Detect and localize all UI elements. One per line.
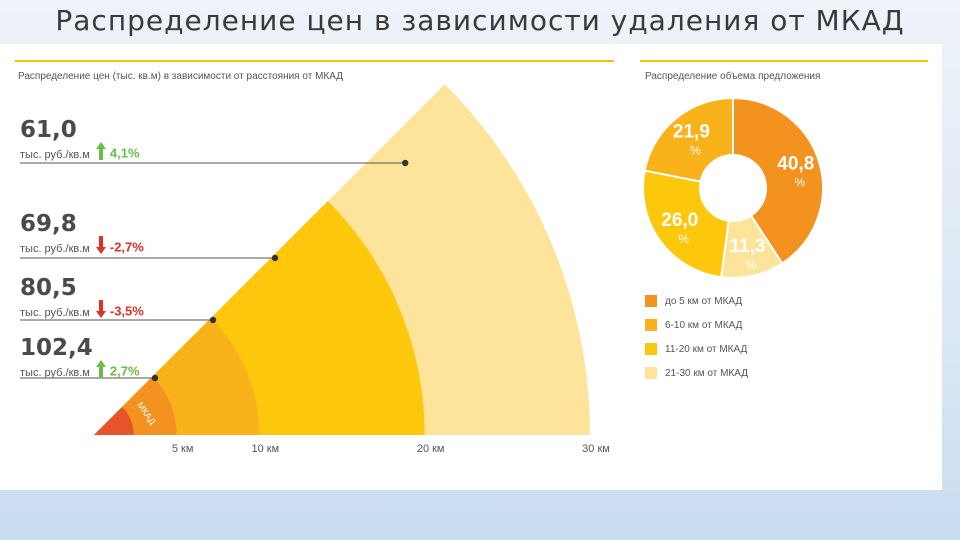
legend-item: до 5 км от МКАД <box>645 289 748 313</box>
legend-label: 21-30 км от МКАД <box>665 367 749 379</box>
price-value: 80,5 <box>20 275 77 301</box>
donut-legend: до 5 км от МКАД 6-10 км от МКАД 11-20 км… <box>645 289 748 385</box>
content-panel <box>0 44 942 490</box>
arrow-down-icon <box>95 300 106 322</box>
right-chart-title: Распределение объема предложения <box>645 71 821 82</box>
price-change: -2,7% <box>109 239 144 255</box>
price-unit: тыс. руб./кв.м <box>20 242 90 255</box>
slide-title: Распределение цен в зависимости удаления… <box>55 4 905 37</box>
arrow-down-icon <box>95 236 106 258</box>
price-value: 69,8 <box>20 211 77 237</box>
legend-label: 11-20 км от МКАД <box>665 343 748 355</box>
legend-item: 11-20 км от МКАД <box>645 337 748 361</box>
price-zone-10-20: 69,8 тыс. руб./кв.м -2,7% <box>20 212 144 258</box>
left-header-rule <box>15 60 614 62</box>
price-value: 102,4 <box>20 335 93 361</box>
legend-item: 21-30 км от МКАД <box>645 361 748 385</box>
price-zone-20-30: 61,0 тыс. руб./кв.м 4,1% <box>20 118 140 164</box>
legend-label: до 5 км от МКАД <box>665 295 743 307</box>
legend-swatch <box>645 343 657 355</box>
price-unit: тыс. руб./кв.м <box>20 306 90 319</box>
left-chart-title: Распределение цен (тыс. кв.м) в зависимо… <box>18 71 344 82</box>
price-change: 2,7% <box>109 363 140 379</box>
legend-swatch <box>645 319 657 331</box>
price-zone-5-10: 80,5 тыс. руб./кв.м -3,5% <box>20 276 144 322</box>
arrow-up-icon <box>95 142 106 164</box>
price-unit: тыс. руб./кв.м <box>20 148 90 161</box>
price-zone-0-5: 102,4 тыс. руб./кв.м 2,7% <box>20 336 140 382</box>
legend-item: 6-10 км от МКАД <box>645 313 748 337</box>
price-change: 4,1% <box>109 145 140 161</box>
price-value: 61,0 <box>20 117 77 143</box>
legend-label: 6-10 км от МКАД <box>665 319 743 331</box>
legend-swatch <box>645 295 657 307</box>
right-header-rule <box>640 60 928 62</box>
legend-swatch <box>645 367 657 379</box>
arrow-up-icon <box>95 360 106 382</box>
price-change: -3,5% <box>109 303 144 319</box>
price-unit: тыс. руб./кв.м <box>20 366 90 379</box>
